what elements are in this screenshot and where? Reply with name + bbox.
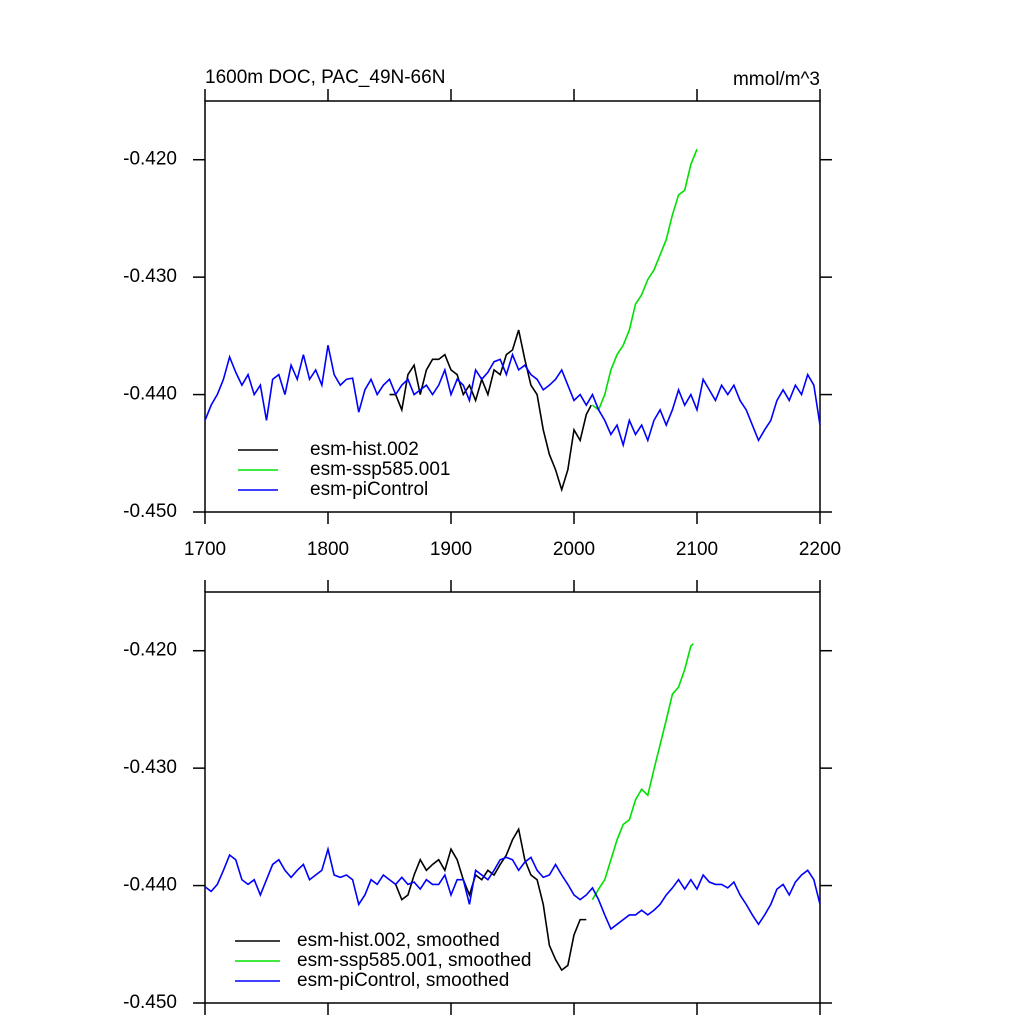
series-line xyxy=(394,826,587,972)
units-label: mmol/m^3 xyxy=(733,69,820,90)
x-tick-label: 2200 xyxy=(799,539,841,560)
legend-label: esm-hist.002, smoothed xyxy=(297,930,500,951)
x-tick-label: 1900 xyxy=(430,539,472,560)
legend-label: esm-ssp585.001, smoothed xyxy=(297,950,531,971)
series-line xyxy=(204,846,821,931)
legend-label: esm-hist.002 xyxy=(310,439,419,460)
y-tick-label: -0.430 xyxy=(123,266,177,287)
series-line xyxy=(591,148,698,412)
y-tick-label: -0.440 xyxy=(123,875,177,896)
legend-label: esm-ssp585.001 xyxy=(310,459,450,480)
x-tick-label: 2000 xyxy=(553,539,595,560)
y-tick-label: -0.420 xyxy=(123,149,177,170)
chart-title: 1600m DOC, PAC_49N-66N xyxy=(205,67,445,88)
y-tick-label: -0.440 xyxy=(123,384,177,405)
legend-label: esm-piControl xyxy=(310,479,428,500)
plot-frame xyxy=(204,591,821,1004)
y-tick-label: -0.450 xyxy=(123,992,177,1013)
y-tick-label: -0.420 xyxy=(123,640,177,661)
y-tick-label: -0.430 xyxy=(123,757,177,778)
y-tick-label: -0.450 xyxy=(123,501,177,522)
legend-label: esm-piControl, smoothed xyxy=(297,970,509,991)
series-line xyxy=(591,643,694,901)
plot-frame xyxy=(204,100,821,513)
x-tick-label: 1700 xyxy=(184,539,226,560)
series-line xyxy=(389,329,592,493)
x-tick-label: 1800 xyxy=(307,539,349,560)
series-line xyxy=(204,345,821,449)
x-tick-label: 2100 xyxy=(676,539,718,560)
